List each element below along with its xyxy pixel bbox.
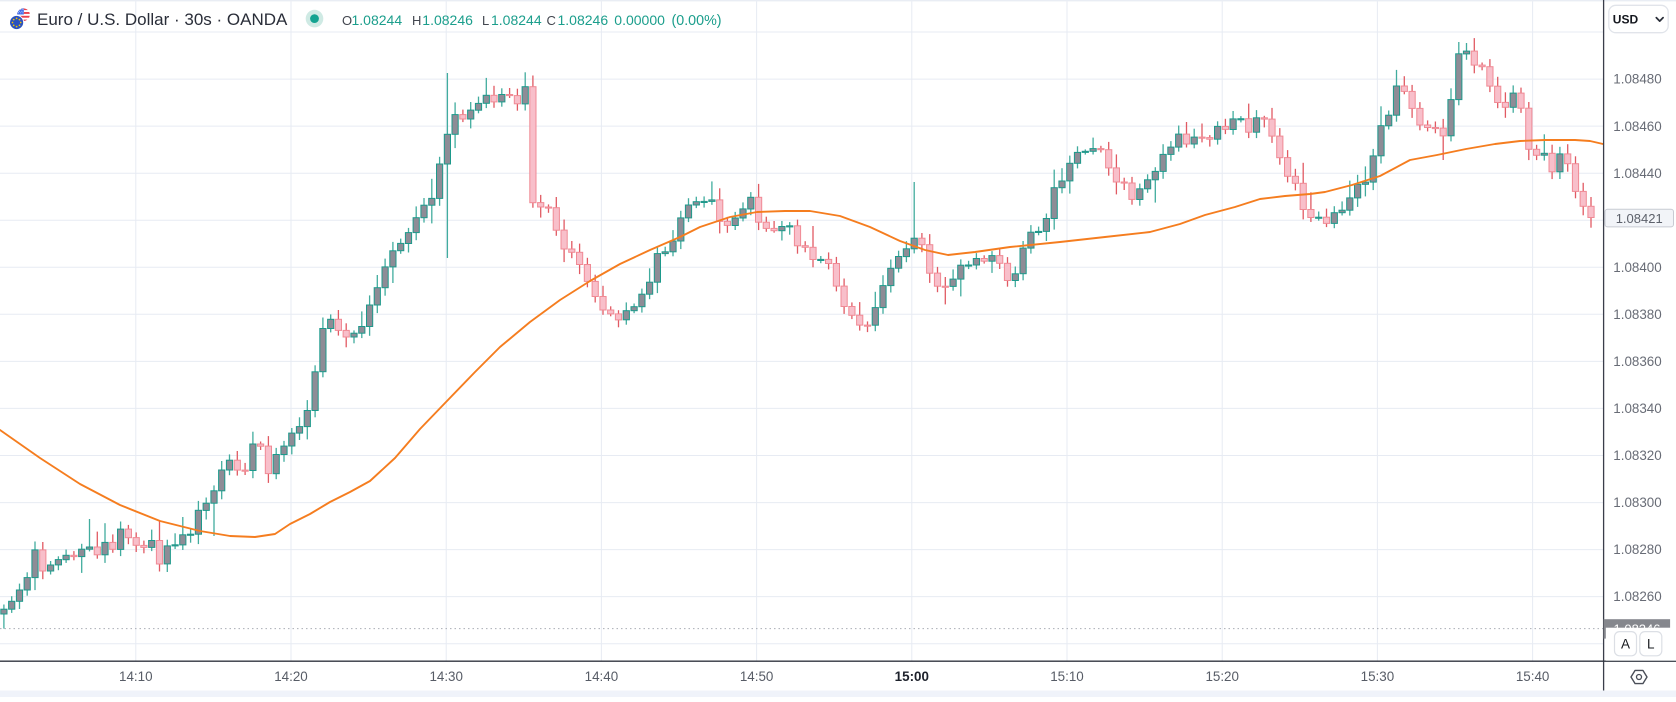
svg-text:1.08260: 1.08260 xyxy=(1613,589,1661,604)
svg-text:15:40: 15:40 xyxy=(1516,669,1550,684)
svg-text:1.08244: 1.08244 xyxy=(352,12,403,28)
svg-text:1.08440: 1.08440 xyxy=(1613,166,1661,181)
svg-text:Euro / U.S. Dollar · 30s · OAN: Euro / U.S. Dollar · 30s · OANDA xyxy=(37,10,288,29)
svg-text:1.08244: 1.08244 xyxy=(491,12,542,28)
svg-text:L: L xyxy=(482,13,489,28)
svg-text:1.08246: 1.08246 xyxy=(422,12,473,28)
svg-text:1.08360: 1.08360 xyxy=(1613,354,1661,369)
svg-text:14:10: 14:10 xyxy=(119,669,153,684)
svg-text:1.08400: 1.08400 xyxy=(1613,260,1661,275)
svg-text:1.08380: 1.08380 xyxy=(1613,307,1661,322)
svg-text:1.08340: 1.08340 xyxy=(1613,401,1661,416)
svg-text:15:00: 15:00 xyxy=(895,669,929,684)
svg-text:1.08421: 1.08421 xyxy=(1616,211,1663,226)
svg-text:15:20: 15:20 xyxy=(1205,669,1239,684)
svg-text:1.08246: 1.08246 xyxy=(558,12,609,28)
svg-text:1.08460: 1.08460 xyxy=(1613,119,1661,134)
svg-text:C: C xyxy=(547,13,556,28)
svg-text:1.08320: 1.08320 xyxy=(1613,448,1661,463)
svg-text:L: L xyxy=(1647,636,1655,651)
svg-text:15:10: 15:10 xyxy=(1050,669,1084,684)
svg-text:14:40: 14:40 xyxy=(585,669,619,684)
svg-text:14:50: 14:50 xyxy=(740,669,774,684)
svg-text:1.08280: 1.08280 xyxy=(1613,542,1661,557)
svg-text:H: H xyxy=(412,13,421,28)
svg-text:1.08300: 1.08300 xyxy=(1613,495,1661,510)
svg-text:14:30: 14:30 xyxy=(429,669,463,684)
svg-text:(0.00%): (0.00%) xyxy=(672,13,722,29)
svg-text:14:20: 14:20 xyxy=(274,669,308,684)
svg-text:A: A xyxy=(1621,636,1630,651)
svg-text:15:30: 15:30 xyxy=(1361,669,1395,684)
svg-text:USD: USD xyxy=(1613,13,1639,27)
svg-text:0.00000: 0.00000 xyxy=(614,12,665,28)
svg-text:O: O xyxy=(342,13,352,28)
svg-text:1.08480: 1.08480 xyxy=(1613,72,1661,87)
